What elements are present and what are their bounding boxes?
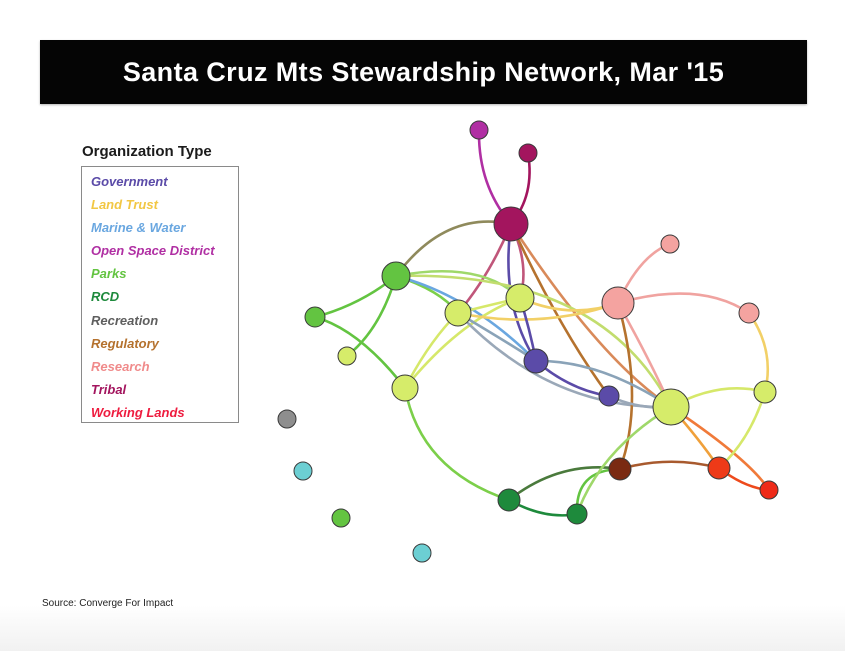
node-land-trust-hub — [652, 388, 690, 426]
node-government — [598, 385, 620, 407]
legend-item: Recreation — [91, 312, 159, 328]
edge — [394, 274, 673, 409]
node-government — [523, 348, 549, 374]
node-parks — [304, 306, 326, 328]
node-research — [738, 302, 760, 324]
edge — [616, 292, 751, 315]
legend-items: Government Land Trust Marine & Water Open S… — [91, 172, 238, 426]
legend-item: RCD — [91, 289, 120, 305]
node-land-trust — [753, 380, 777, 404]
title-bar: Santa Cruz Mts Stewardship Network, Mar … — [40, 40, 807, 104]
legend-item: Research — [91, 358, 150, 374]
source-note: Source: Converge For Impact — [42, 598, 174, 609]
node-marine-water — [412, 543, 432, 563]
node-marine-water — [293, 461, 313, 481]
legend-item: Land Trust — [91, 197, 158, 213]
node-land-trust — [505, 283, 535, 313]
node-land-trust — [337, 346, 357, 366]
node-rcd — [497, 488, 521, 512]
node-regulatory — [608, 457, 632, 481]
edge — [616, 301, 634, 471]
edge — [747, 311, 770, 394]
edge — [509, 222, 673, 409]
legend-item: Marine & Water — [91, 220, 186, 236]
edge — [313, 315, 407, 390]
edge — [534, 359, 673, 409]
legend-title: Organization Type — [82, 143, 212, 160]
legend-item: Regulatory — [91, 335, 159, 351]
node-research-hub — [601, 286, 635, 320]
node-working-lands — [707, 456, 731, 480]
legend-item: Parks — [91, 266, 127, 282]
legend-item: Tribal — [91, 381, 127, 397]
node-rcd — [566, 503, 588, 525]
node-land-trust — [391, 374, 419, 402]
node-open-space — [469, 120, 489, 140]
edge — [575, 405, 673, 516]
edge — [618, 460, 721, 471]
network-nodes — [277, 120, 779, 563]
legend-item: Government — [91, 174, 168, 189]
edge — [717, 390, 767, 470]
node-parks — [381, 261, 411, 291]
node-land-trust — [444, 299, 472, 327]
network-edges — [313, 128, 771, 517]
node-tribal-hub — [493, 206, 529, 242]
edge — [403, 296, 522, 390]
edge — [509, 222, 611, 398]
edge — [403, 386, 511, 502]
node-working-lands — [759, 480, 779, 500]
edge — [507, 466, 622, 502]
node-tribal-small — [518, 143, 538, 163]
legend-item: Working Lands — [91, 404, 185, 420]
edge — [394, 220, 513, 278]
node-recreation — [277, 409, 297, 429]
slide-title: Santa Cruz Mts Stewardship Network, Mar … — [122, 56, 725, 87]
node-research — [660, 234, 680, 254]
node-parks — [331, 508, 351, 528]
legend-item: Open Space District — [91, 243, 215, 259]
legend: Government Land Trust Marine & Water Open S… — [81, 166, 239, 423]
